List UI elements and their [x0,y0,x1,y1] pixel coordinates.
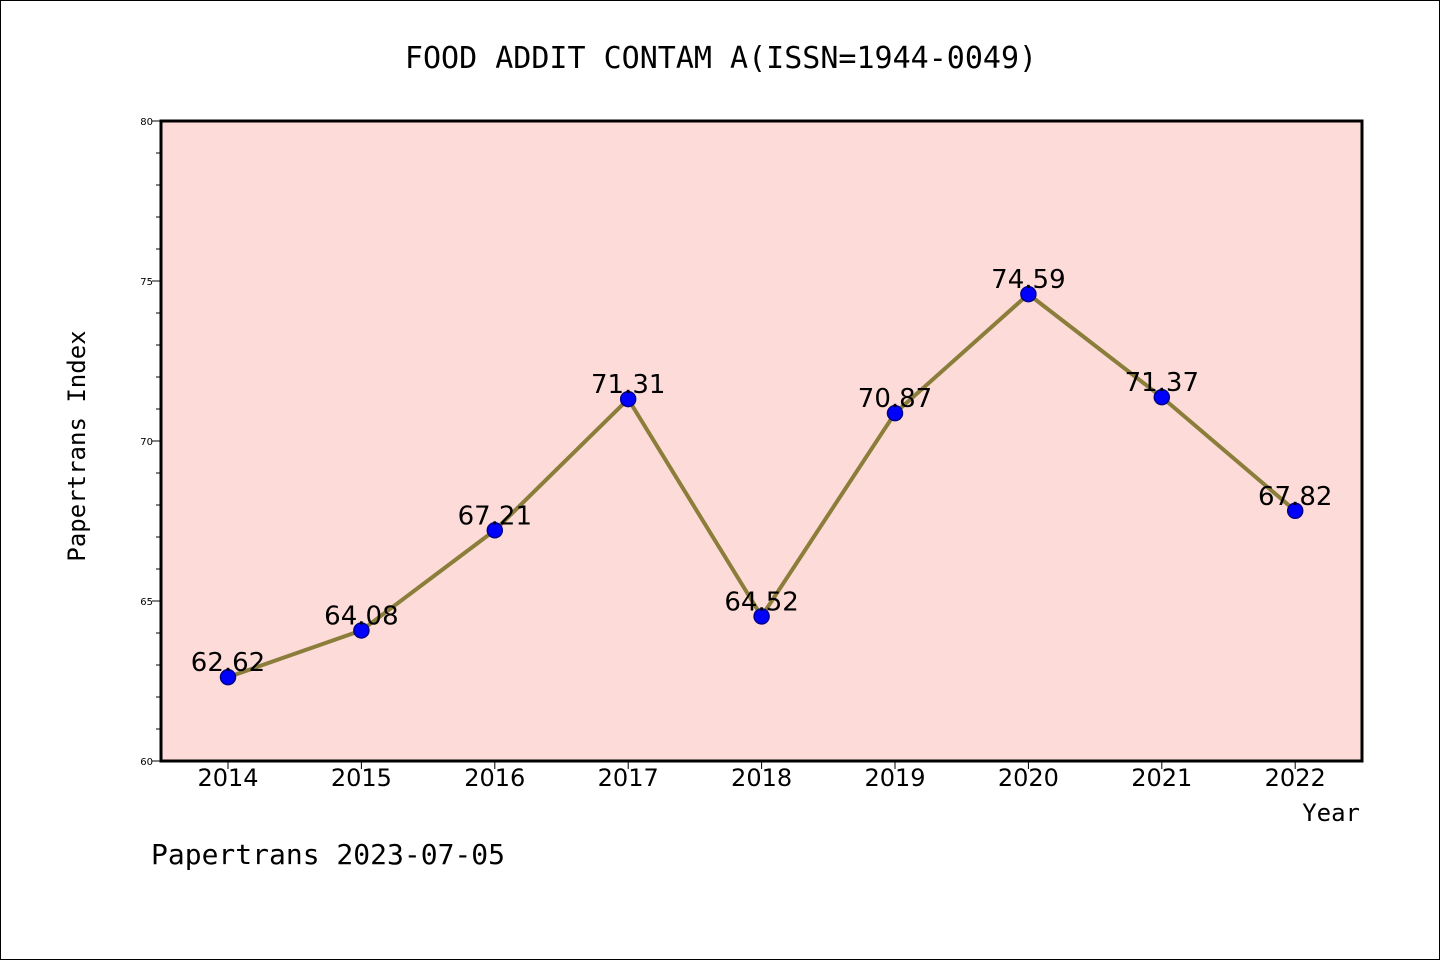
data-point [1020,285,1037,303]
y-tick-label: 60 [140,757,153,768]
data-label: 71.31 [591,370,665,400]
data-label: 64.08 [324,601,398,631]
x-tick-label: 2017 [598,764,659,792]
x-tick-label: 2016 [464,764,525,792]
data-markers [219,285,1304,686]
x-tick-label: 2014 [197,764,258,792]
data-label: 67.82 [1258,482,1332,512]
footer-text: Papertrans 2023-07-05 [151,838,505,871]
plot-area [161,121,1362,761]
data-label: 71.37 [1125,368,1199,398]
y-tick-label: 70 [140,437,153,448]
x-tick-label: 2019 [864,764,925,792]
x-tick-label: 2015 [331,764,392,792]
plot-border [159,119,1364,763]
x-tick-label: 2020 [998,764,1059,792]
x-tick-label: 2021 [1131,764,1192,792]
x-tick-label: 2022 [1265,764,1326,792]
chart-title: FOOD ADDIT CONTAM A(ISSN=1944-0049) [405,41,1037,76]
y-tick-label: 80 [140,117,153,128]
data-point [753,608,770,625]
data-point [219,668,237,686]
data-point [1153,388,1171,406]
data-label: 74.59 [991,265,1065,295]
data-point [486,522,504,539]
x-tick-label: 2018 [731,764,792,792]
y-axis-label: Papertrans Index [63,330,91,561]
data-point [353,622,370,639]
data-point [886,404,904,422]
y-tick-label: 75 [140,277,153,288]
x-axis-label: Year [1302,799,1360,827]
data-label: 62.62 [191,648,265,678]
data-labels: 62.62 64.08 67.21 71.31 64.52 70.87 74.59 71.37… [191,265,1333,678]
data-label: 64.52 [724,587,798,617]
data-label: 67.21 [458,501,532,531]
data-point [1286,502,1304,520]
data-point [619,390,637,408]
data-label: 70.87 [858,384,932,414]
axis-ticks: 60 65 70 75 80 2014 2015 2016 2017 2018 2019 2020 20… [140,117,1325,792]
y-tick-label: 65 [140,597,153,608]
